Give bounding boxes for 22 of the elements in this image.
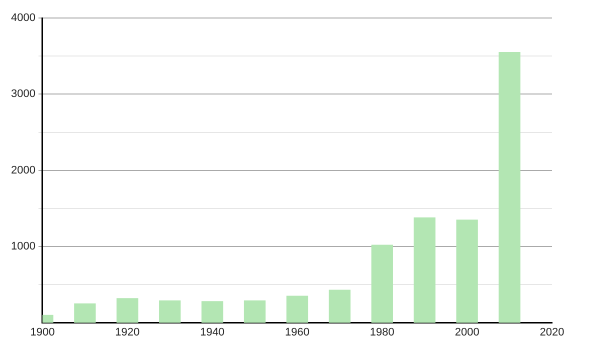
x-tick-label: 2020 [540,326,564,338]
bar [159,300,181,323]
x-tick-label: 1980 [370,326,394,338]
bar [414,217,436,323]
bar [286,296,308,323]
bar [244,300,266,323]
y-tick-label: 2000 [10,164,36,176]
x-tick-label: 1960 [284,326,310,338]
bar [74,303,96,323]
bar [116,298,138,323]
y-tick-label: 3000 [10,88,36,100]
y-tick-label: 1000 [10,240,36,253]
x-tick-label: 1940 [200,326,225,338]
x-tick-label: 2000 [454,326,480,338]
bar [498,52,520,323]
x-tick-label: 1920 [115,326,140,338]
y-tick-label: 4000 [10,12,36,24]
bar [371,244,393,323]
x-tick-label: 1900 [30,326,55,338]
bar [328,290,351,323]
bar [201,301,224,323]
bar [456,220,478,323]
